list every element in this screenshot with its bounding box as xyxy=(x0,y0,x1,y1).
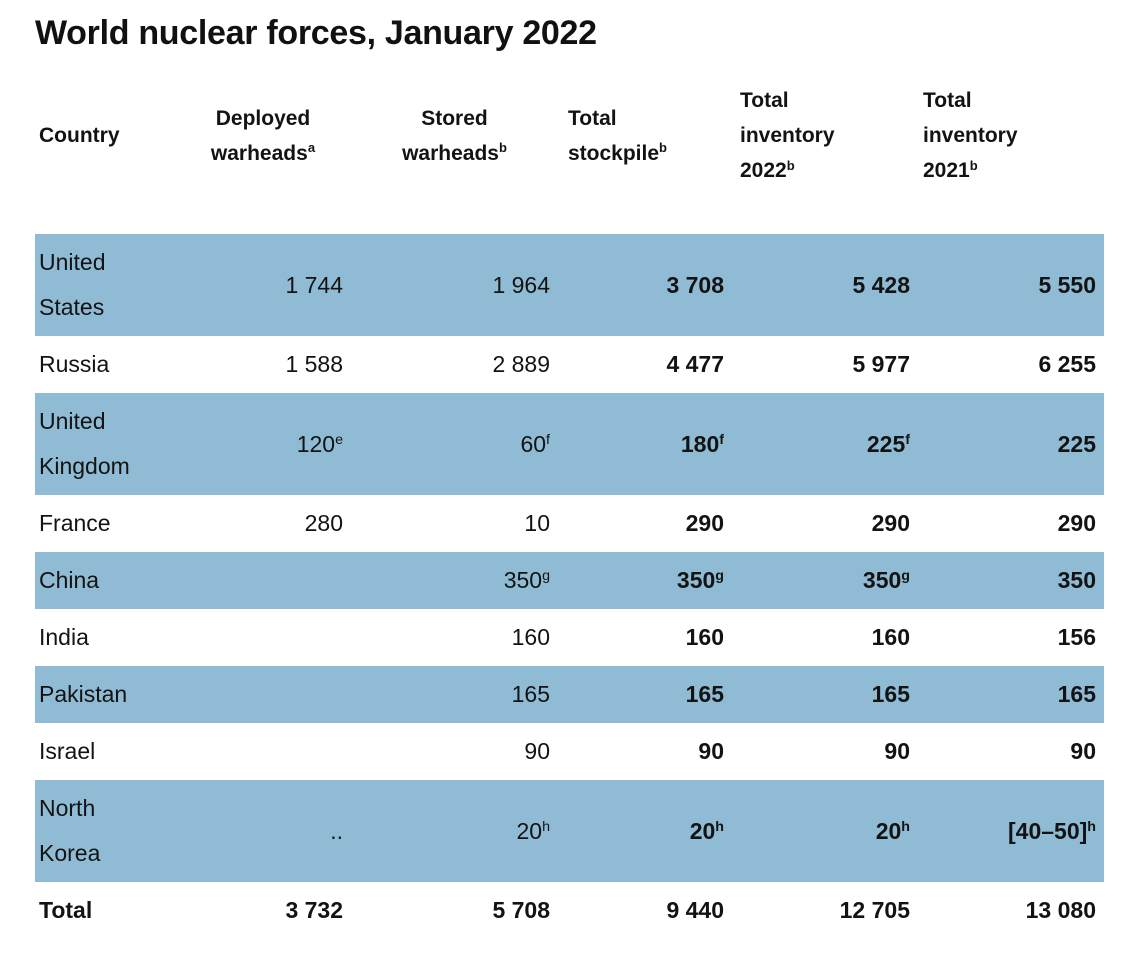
column-header-total-inventory-2022b: Total inventory 2022b xyxy=(740,89,835,182)
cell-value: 13 080 xyxy=(1025,897,1096,923)
cell-value: 5 977 xyxy=(852,351,910,377)
cell-value: 20h xyxy=(516,817,550,844)
column-header-country: Country xyxy=(39,124,120,147)
cell-value: 180f xyxy=(680,430,724,457)
cell-value xyxy=(175,723,351,780)
cell-country: Pakistan xyxy=(39,681,128,707)
cell-value: 12 705 xyxy=(839,897,910,923)
cell-value xyxy=(175,552,351,609)
cell-value: 4 477 xyxy=(666,351,724,377)
cell-value: 6 255 xyxy=(1038,351,1096,377)
table-row-united-states: United States 1 744 1 964 3 708 5 428 5 550 xyxy=(35,234,1104,336)
cell-value: 5 550 xyxy=(1038,271,1096,298)
cell-value: 165 xyxy=(871,681,910,707)
cell-value: 156 xyxy=(1057,624,1096,650)
cell-value xyxy=(175,666,351,723)
cell-value: 3 732 xyxy=(285,897,343,923)
cell-value: 90 xyxy=(524,738,550,764)
cell-value: 165 xyxy=(685,681,724,707)
cell-country: Israel xyxy=(39,738,96,764)
cell-country: North Korea xyxy=(39,795,101,866)
cell-value: 1 744 xyxy=(285,271,343,298)
cell-value: 20h xyxy=(875,817,910,844)
cell-value: 2 889 xyxy=(492,351,550,377)
cell-value: 290 xyxy=(1057,510,1096,536)
cell-value: 9 440 xyxy=(666,897,724,923)
cell-country: China xyxy=(39,567,100,593)
nuclear-forces-table: Country Deployed warheadsa Stored warheadsb T… xyxy=(35,83,1104,939)
cell-value: 160 xyxy=(511,624,550,650)
cell-value: 20h xyxy=(689,817,724,844)
cell-country: United Kingdom xyxy=(39,408,130,479)
table-header-row: Country Deployed warheadsa Stored warheadsb T… xyxy=(35,83,1104,234)
cell-value: 160 xyxy=(871,624,910,650)
cell-value: 3 708 xyxy=(666,271,724,298)
cell-value: 350 xyxy=(1057,567,1096,593)
table-row-russia: Russia 1 588 2 889 4 477 5 977 6 255 xyxy=(35,336,1104,393)
table-row-israel: Israel 90 90 90 90 xyxy=(35,723,1104,780)
cell-country: United States xyxy=(39,249,106,320)
table-row-pakistan: Pakistan 165 165 165 165 xyxy=(35,666,1104,723)
cell-value xyxy=(175,609,351,666)
table-row-india: India 160 160 160 156 xyxy=(35,609,1104,666)
cell-country: India xyxy=(39,624,89,650)
cell-value: 90 xyxy=(884,738,910,764)
cell-value: 280 xyxy=(304,510,343,536)
cell-value: 290 xyxy=(685,510,724,536)
cell-value: 5 428 xyxy=(852,271,910,298)
cell-value: 1 964 xyxy=(492,271,550,298)
cell-value: 225f xyxy=(866,430,910,457)
cell-country: Total xyxy=(39,897,93,923)
cell-value: 225 xyxy=(1057,430,1096,457)
cell-country: France xyxy=(39,510,111,536)
cell-value: 120e xyxy=(296,430,343,457)
column-header-stored-warheadsb: Stored warheadsb xyxy=(402,106,507,165)
cell-value: 350g xyxy=(503,567,550,593)
table-row-france: France 280 10 290 290 290 xyxy=(35,495,1104,552)
cell-value: 165 xyxy=(1057,681,1096,707)
table-row-united-kingdom: United Kingdom 120e 60f 180f 225f 225 xyxy=(35,393,1104,495)
cell-country: Russia xyxy=(39,351,110,377)
column-header-deployed-warheadsa: Deployed warheadsa xyxy=(210,106,316,165)
cell-value: 10 xyxy=(524,510,550,536)
table-row-china: China 350g 350g 350g 350 xyxy=(35,552,1104,609)
table-row-total: Total 3 732 5 708 9 440 12 705 13 080 xyxy=(35,882,1104,939)
column-header-total-inventory-2021b: Total inventory 2021b xyxy=(923,89,1018,182)
cell-value: 290 xyxy=(871,510,910,536)
table-header: Country Deployed warheadsa Stored warheadsb T… xyxy=(35,83,1104,234)
cell-value: 350g xyxy=(676,567,724,593)
page-title: World nuclear forces, January 2022 xyxy=(35,14,597,52)
cell-value: 60f xyxy=(520,430,550,457)
cell-value: 5 708 xyxy=(492,897,550,923)
cell-value: 1 588 xyxy=(285,351,343,377)
cell-value: 90 xyxy=(1070,738,1096,764)
cell-value: 90 xyxy=(698,738,724,764)
cell-value: 350g xyxy=(862,567,910,593)
cell-value: [40–50]h xyxy=(1008,817,1096,844)
cell-value: .. xyxy=(330,817,343,844)
table-row-north-korea: North Korea.. 20h 20h 20h [40–50]h xyxy=(35,780,1104,882)
cell-value: 160 xyxy=(685,624,724,650)
column-header-total-stockpileb: Total stockpileb xyxy=(568,106,667,165)
table-body: United States 1 744 1 964 3 708 5 428 5 550 Rus… xyxy=(35,234,1104,939)
cell-value: 165 xyxy=(511,681,550,707)
